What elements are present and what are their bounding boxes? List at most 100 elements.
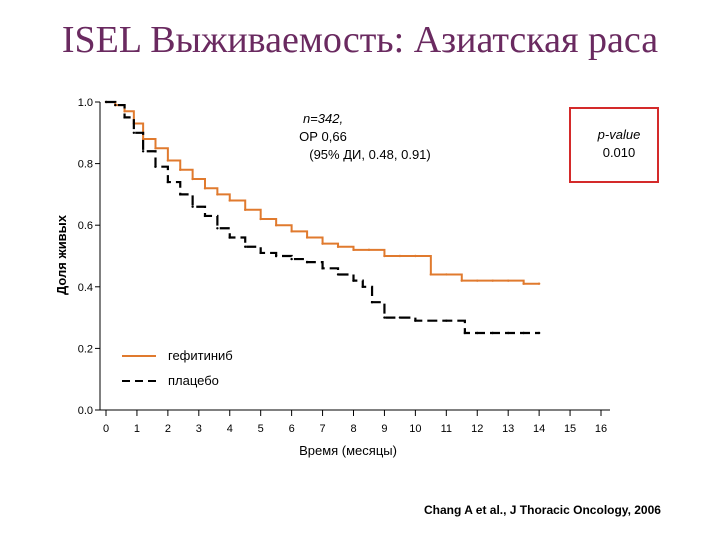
citation-text: Chang A et al., J Thoracic Oncology, 200… [424,503,661,517]
point-gefitinib [537,282,541,285]
x-tick-label: 3 [196,423,202,435]
legend-label-gefitinib: гефитиниб [168,348,233,363]
x-axis-label: Время (месяцы) [299,443,397,458]
series-layer [104,100,541,335]
point-placebo [506,331,510,335]
x-tick-label: 8 [350,423,356,435]
point-placebo [398,316,402,319]
series-line-placebo [106,100,540,335]
point-gefitinib [460,279,463,282]
y-axis-label: Доля живых [54,214,69,295]
point-placebo [463,331,467,335]
point-gefitinib [154,147,157,150]
point-gefitinib [352,248,355,252]
point-placebo [259,251,262,255]
point-placebo [123,116,126,119]
point-gefitinib [367,248,371,252]
point-placebo [216,227,219,230]
stats-ci: (95% ДИ, 0.48, 0.91) [309,147,431,162]
point-gefitinib [336,245,340,248]
point-placebo [537,331,541,335]
point-gefitinib [429,273,433,276]
x-tick-label: 1 [134,423,140,435]
y-tick-label: 1.0 [78,97,93,109]
point-placebo [491,331,494,335]
point-gefitinib [166,159,170,162]
y-tick-label: 0.4 [78,282,93,294]
point-placebo [191,205,194,208]
x-tick-label: 0 [103,423,109,435]
x-tick-label: 13 [502,423,514,435]
stats-n: n=342, [303,111,343,126]
x-tick-label: 7 [320,423,326,435]
x-tick-label: 4 [227,423,233,435]
x-tick-label: 11 [441,423,452,435]
point-gefitinib [522,282,525,285]
point-placebo [445,319,448,322]
point-placebo [321,267,324,270]
x-tick-label: 15 [564,423,576,435]
x-tick-label: 2 [165,423,171,435]
point-placebo [203,214,207,218]
point-placebo [414,319,417,322]
citation: Chang A et al., J Thoracic Oncology, 200… [424,503,661,517]
point-placebo [361,285,364,288]
point-placebo [244,245,247,248]
point-gefitinib [191,177,194,181]
point-placebo [370,301,374,304]
point-gefitinib [398,254,402,258]
y-ticks: 0.0 0.2 0.4 0.6 0.8 1.0 [78,97,100,417]
point-gefitinib [290,230,293,233]
pvalue-box [569,107,659,183]
x-tick-label: 16 [595,423,607,435]
point-placebo [290,257,293,261]
point-gefitinib [141,137,145,141]
point-gefitinib [179,168,182,171]
slide-title: ISEL Выживаемость: Азиатская раса [61,19,659,61]
point-gefitinib [244,208,247,211]
x-tick-label: 12 [471,423,483,435]
point-placebo [166,180,170,184]
point-placebo [132,131,136,134]
point-placebo [336,273,340,276]
point-placebo [104,100,108,104]
point-gefitinib [305,236,309,239]
point-gefitinib [383,254,386,258]
point-placebo [352,279,355,282]
point-gefitinib [414,254,417,258]
point-placebo [141,150,145,153]
point-gefitinib [274,224,278,227]
point-placebo [179,193,182,196]
pvalue-label: p-value [597,127,641,142]
point-gefitinib [491,279,494,282]
point-gefitinib [203,187,207,190]
point-placebo [476,331,479,335]
x-tick-label: 6 [289,423,295,435]
point-gefitinib [216,193,219,196]
stats-hr: ОР 0,66 [299,129,347,144]
x-tick-label: 10 [409,423,421,435]
point-placebo [154,165,157,168]
y-tick-label: 0.0 [78,405,93,417]
y-tick-label: 0.6 [78,220,93,232]
point-gefitinib [228,199,231,202]
point-gefitinib [506,279,510,282]
legend-label-placebo: плацебо [168,373,219,388]
y-tick-label: 0.8 [78,159,93,171]
point-gefitinib [476,279,479,282]
point-placebo [274,254,278,258]
point-placebo [305,260,309,264]
x-tick-label: 14 [533,423,545,435]
point-placebo [383,316,386,319]
point-placebo [522,331,525,335]
point-gefitinib [445,273,448,276]
point-placebo [114,103,117,107]
y-tick-label: 0.2 [78,343,93,355]
x-ticks: 0 1 2 3 4 5 6 7 8 9 10 11 12 13 14 15 16 [103,410,607,435]
point-gefitinib [259,217,262,221]
pvalue-value: 0.010 [603,145,636,160]
x-tick-label: 9 [381,423,387,435]
point-gefitinib [321,242,324,245]
x-tick-label: 5 [258,423,264,435]
